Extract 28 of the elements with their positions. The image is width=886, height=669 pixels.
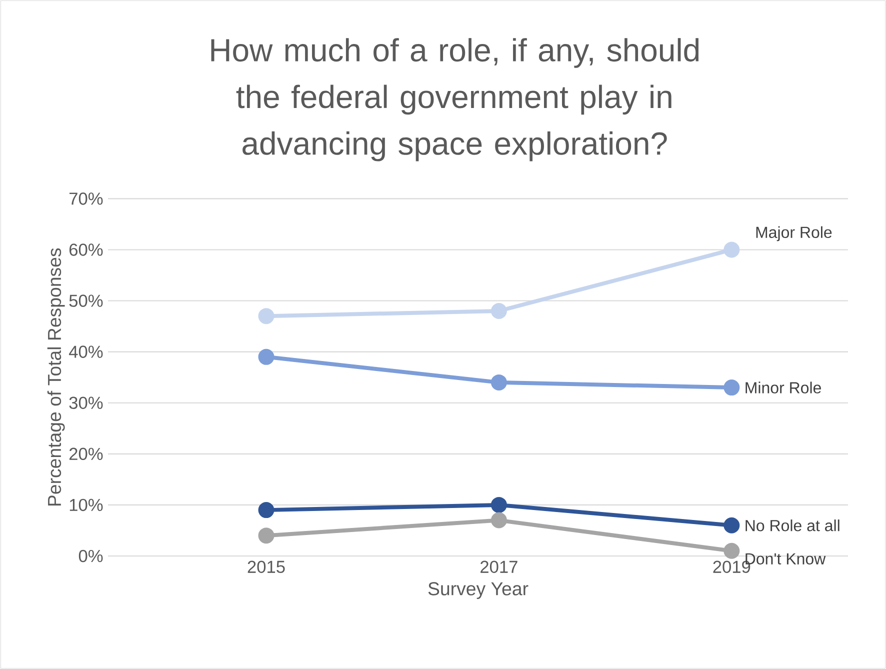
series-label: No Role at all [746,520,840,532]
y-tick-label: 20% [69,448,103,460]
x-tick-label: 2017 [480,560,518,573]
point [724,242,740,258]
y-tick-label: 70% [69,192,103,205]
y-tick-label: 50% [69,294,103,307]
point [490,302,507,319]
x-axis-title: Survey Year [428,582,528,600]
y-tick-label: 60% [69,244,103,256]
y-axis-title: Percentage of Total Responses [47,248,65,506]
series-label: Major Role [756,226,832,242]
point [724,380,740,396]
point [258,528,274,544]
point [490,374,507,390]
point [258,348,274,365]
y-tick-label: 0% [78,550,103,562]
x-tick-label: 2015 [248,560,285,573]
y-tick-label: 40% [68,346,103,358]
chart-title: How much of a role, if any, should the federal government play in advancing space exploration? [211,38,699,162]
y-tick-label: 30% [69,396,103,409]
point [258,308,274,324]
y-tick-label: 10% [70,498,103,512]
point [490,512,507,528]
series-label: Minor Role [746,382,821,394]
point [258,502,274,518]
point [724,517,740,534]
point [490,496,507,513]
point [724,542,740,559]
